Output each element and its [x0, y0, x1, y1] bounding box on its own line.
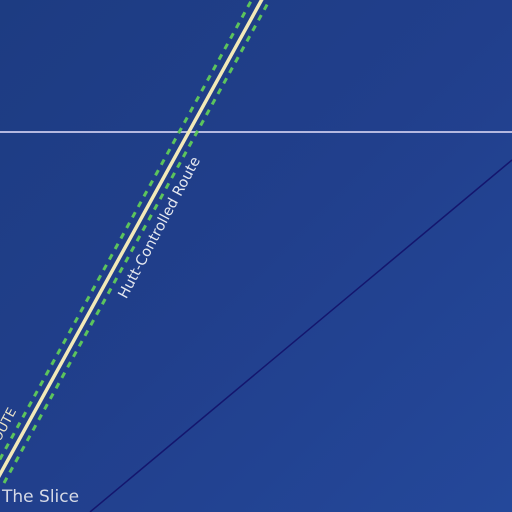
- route-border-right: [2, 0, 272, 484]
- hutt-controlled-route-line[interactable]: [0, 0, 266, 478]
- region-label: The Slice: [2, 487, 80, 507]
- route-border-left: [0, 0, 254, 463]
- sector-boundary-line: [89, 159, 512, 512]
